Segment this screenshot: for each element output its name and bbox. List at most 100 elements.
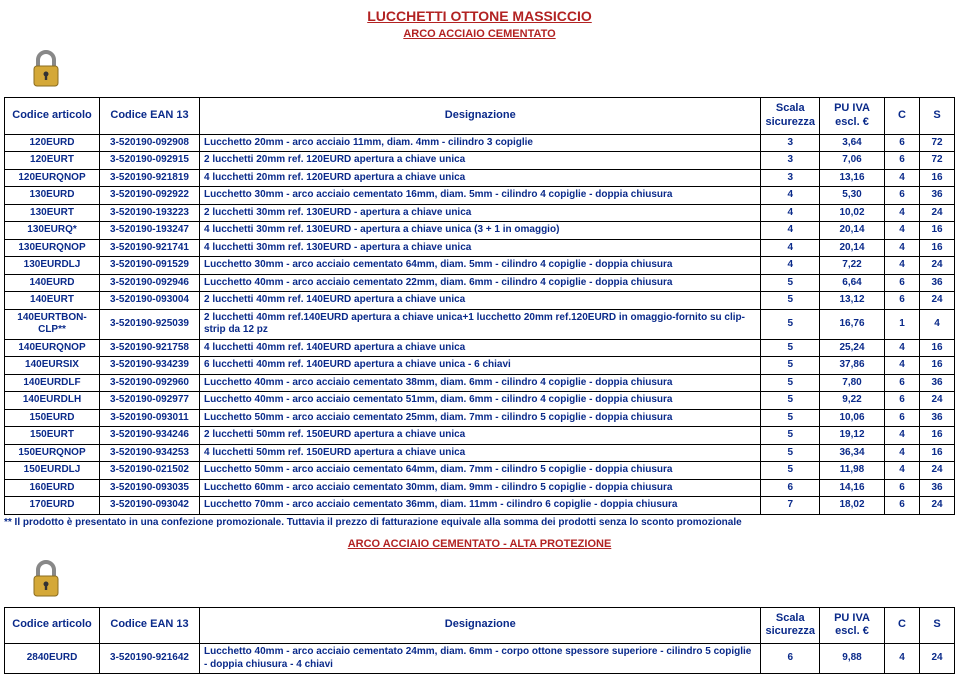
cell: 140EURSIX xyxy=(5,357,100,375)
col-s: S xyxy=(920,98,955,135)
cell: 130EURDLJ xyxy=(5,257,100,275)
cell: 150EURT xyxy=(5,427,100,445)
cell: 36 xyxy=(920,374,955,392)
cell: 24 xyxy=(920,462,955,480)
cell: 24 xyxy=(920,392,955,410)
cell: 6,64 xyxy=(820,274,885,292)
cell: 5,30 xyxy=(820,187,885,205)
cell: 5 xyxy=(761,274,820,292)
cell: 14,16 xyxy=(820,479,885,497)
cell: 6 xyxy=(885,152,920,170)
footnote: ** Il prodotto è presentato in una confe… xyxy=(4,517,955,528)
cell: 4 xyxy=(885,169,920,187)
cell: 5 xyxy=(761,292,820,310)
cell: 36,34 xyxy=(820,444,885,462)
cell: 6 xyxy=(885,479,920,497)
col-ean: Codice EAN 13 xyxy=(100,98,200,135)
col-code: Codice articolo xyxy=(5,98,100,135)
cell: 140EURDLH xyxy=(5,392,100,410)
cell: 72 xyxy=(920,152,955,170)
cell: 6 xyxy=(885,409,920,427)
cell: 3-520190-093035 xyxy=(100,479,200,497)
cell: 4 xyxy=(761,222,820,240)
cell: 16,76 xyxy=(820,309,885,339)
cell: 3-520190-092977 xyxy=(100,392,200,410)
cell: 120EURQNOP xyxy=(5,169,100,187)
cell: 4 xyxy=(920,309,955,339)
table-row: 160EURD3-520190-093035Lucchetto 60mm - a… xyxy=(5,479,955,497)
cell: 5 xyxy=(761,357,820,375)
cell: 130EURQ* xyxy=(5,222,100,240)
cell: 3-520190-193223 xyxy=(100,204,200,222)
table-row: 140EURD3-520190-092946Lucchetto 40mm - a… xyxy=(5,274,955,292)
cell: 37,86 xyxy=(820,357,885,375)
cell: 19,12 xyxy=(820,427,885,445)
cell: 3 xyxy=(761,152,820,170)
table-row: 140EURSIX3-520190-9342396 lucchetti 40mm… xyxy=(5,357,955,375)
cell: 3 xyxy=(761,134,820,152)
padlock-icon xyxy=(16,50,76,93)
cell: 4 lucchetti 40mm ref. 140EURD apertura a… xyxy=(200,339,761,357)
table-row: 150EURD3-520190-093011Lucchetto 50mm - a… xyxy=(5,409,955,427)
table-row: 170EURD3-520190-093042Lucchetto 70mm - a… xyxy=(5,497,955,515)
cell: 3-520190-921758 xyxy=(100,339,200,357)
col-des: Designazione xyxy=(200,98,761,135)
cell: 4 xyxy=(885,462,920,480)
cell: 3-520190-934246 xyxy=(100,427,200,445)
cell: 36 xyxy=(920,187,955,205)
cell: 2840EURD xyxy=(5,644,100,674)
cell: 9,22 xyxy=(820,392,885,410)
cell: 5 xyxy=(761,462,820,480)
table-row: 130EURD3-520190-092922Lucchetto 30mm - a… xyxy=(5,187,955,205)
cell: 150EURQNOP xyxy=(5,444,100,462)
cell: 6 xyxy=(761,644,820,674)
cell: 3-520190-921819 xyxy=(100,169,200,187)
table-row: 140EURQNOP3-520190-9217584 lucchetti 40m… xyxy=(5,339,955,357)
subtitle-1: ARCO ACCIAIO CEMENTATO xyxy=(4,28,955,40)
main-title: LUCCHETTI OTTONE MASSICCIO xyxy=(4,8,955,24)
cell: 5 xyxy=(761,444,820,462)
cell: 18,02 xyxy=(820,497,885,515)
col-c: C xyxy=(885,98,920,135)
cell: 3-520190-092960 xyxy=(100,374,200,392)
cell: 140EURD xyxy=(5,274,100,292)
cell: 4 xyxy=(761,187,820,205)
table-row: 150EURT3-520190-9342462 lucchetti 50mm r… xyxy=(5,427,955,445)
col-s: S xyxy=(920,607,955,644)
cell: 4 xyxy=(761,257,820,275)
cell: 5 xyxy=(761,374,820,392)
cell: 3 xyxy=(761,169,820,187)
cell: 4 xyxy=(885,427,920,445)
cell: 7,22 xyxy=(820,257,885,275)
cell: 120EURT xyxy=(5,152,100,170)
cell: Lucchetto 40mm - arco acciaio cementato … xyxy=(200,274,761,292)
cell: 140EURT xyxy=(5,292,100,310)
cell: 6 xyxy=(885,187,920,205)
table-row: 130EURQ*3-520190-1932474 lucchetti 30mm … xyxy=(5,222,955,240)
cell: 4 lucchetti 20mm ref. 120EURD apertura a… xyxy=(200,169,761,187)
col-c: C xyxy=(885,607,920,644)
cell: 24 xyxy=(920,204,955,222)
cell: 6 xyxy=(885,274,920,292)
cell: Lucchetto 20mm - arco acciaio 11mm, diam… xyxy=(200,134,761,152)
col-scale: Scala sicurezza xyxy=(761,98,820,135)
cell: 5 xyxy=(761,392,820,410)
cell: 4 xyxy=(885,204,920,222)
cell: 4 xyxy=(885,257,920,275)
table-row: 150EURQNOP3-520190-9342534 lucchetti 50m… xyxy=(5,444,955,462)
cell: 5 xyxy=(761,427,820,445)
table-row: 120EURD3-520190-092908Lucchetto 20mm - a… xyxy=(5,134,955,152)
cell: 3-520190-091529 xyxy=(100,257,200,275)
cell: 2 lucchetti 40mm ref. 140EURD apertura a… xyxy=(200,292,761,310)
cell: 24 xyxy=(920,644,955,674)
table-row: 130EURT3-520190-1932232 lucchetti 30mm r… xyxy=(5,204,955,222)
cell: Lucchetto 30mm - arco acciaio cementato … xyxy=(200,187,761,205)
cell: 10,06 xyxy=(820,409,885,427)
cell: 3-520190-934253 xyxy=(100,444,200,462)
cell: 4 xyxy=(885,644,920,674)
cell: 3-520190-092922 xyxy=(100,187,200,205)
cell: Lucchetto 50mm - arco acciaio cementato … xyxy=(200,409,761,427)
cell: 7,06 xyxy=(820,152,885,170)
cell: 16 xyxy=(920,339,955,357)
cell: 4 xyxy=(885,444,920,462)
